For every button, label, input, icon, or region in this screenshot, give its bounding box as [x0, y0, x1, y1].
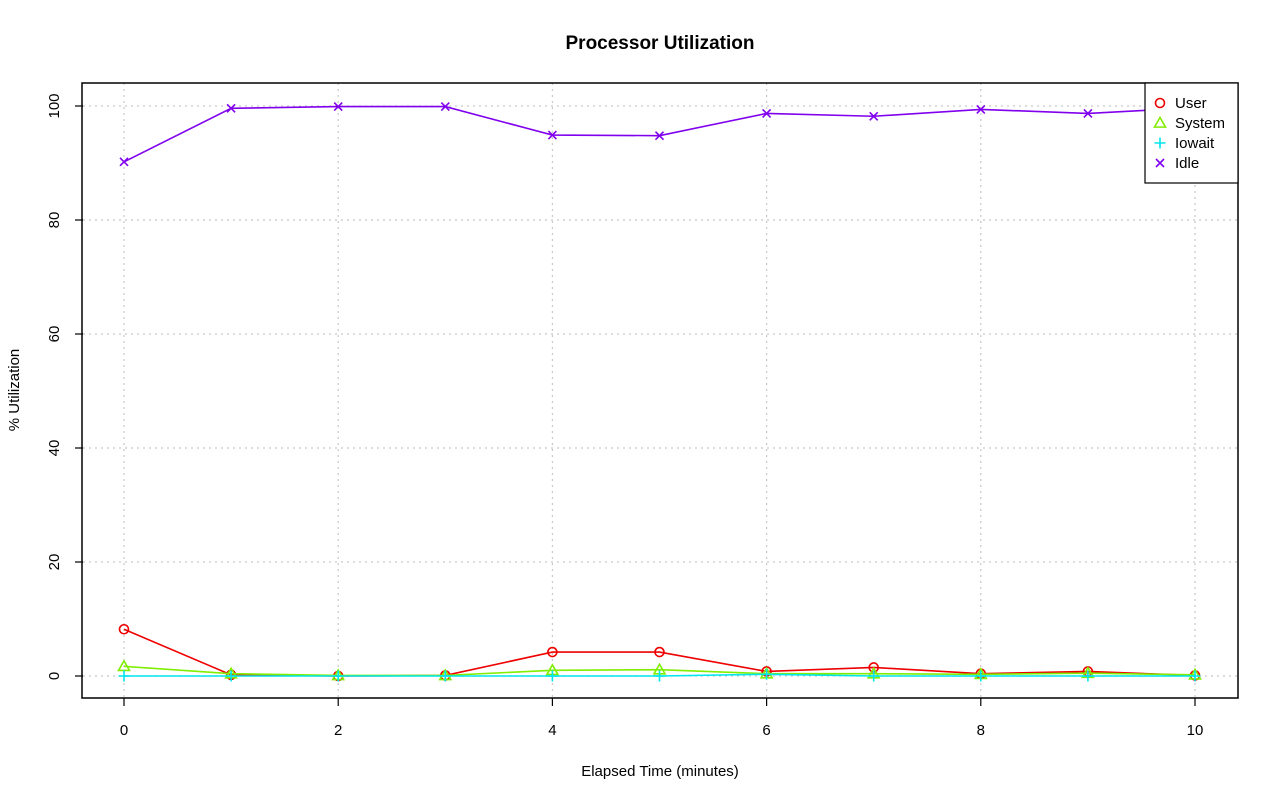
data-point-idle	[119, 157, 129, 167]
data-point-idle	[226, 103, 236, 113]
legend-box	[1144, 82, 1239, 184]
plot-frame	[81, 82, 1239, 699]
legend-marker-iowait	[1154, 137, 1166, 149]
data-point-user	[118, 623, 130, 635]
data-point-iowait	[975, 670, 987, 682]
data-point-iowait	[439, 670, 451, 682]
data-point-idle	[333, 102, 343, 112]
legend-label-idle: Idle	[1175, 155, 1199, 172]
data-point-iowait	[1189, 670, 1201, 682]
data-point-iowait	[1082, 670, 1094, 682]
x-axis-label: Elapsed Time (minutes)	[581, 763, 739, 780]
y-tick-label: 40	[46, 440, 63, 457]
x-tick-label: 10	[1187, 722, 1204, 739]
series-iowait	[118, 668, 1201, 682]
chart-title: Processor Utilization	[566, 33, 755, 54]
data-point-idle	[440, 102, 450, 112]
data-point-iowait	[761, 668, 773, 680]
data-point-iowait	[225, 670, 237, 682]
y-axis-label: % Utilization	[6, 349, 23, 432]
data-point-iowait	[868, 670, 880, 682]
x-tick-label: 6	[762, 722, 770, 739]
x-tick-label: 8	[977, 722, 985, 739]
y-tick-label: 60	[46, 326, 63, 343]
data-point-user	[654, 646, 665, 658]
data-point-user	[547, 646, 558, 658]
y-tick-label: 100	[46, 93, 63, 118]
series-layer	[117, 102, 1202, 682]
series-line-system	[123, 665, 1196, 677]
legend-label-system: System	[1175, 115, 1225, 132]
legend-item-idle: Idle	[1155, 155, 1199, 172]
y-tick-label: 0	[46, 672, 63, 680]
legend-label-iowait: Iowait	[1175, 135, 1215, 152]
data-point-idle	[547, 130, 557, 140]
legend-item-system: System	[1153, 115, 1225, 132]
legend-item-iowait: Iowait	[1154, 135, 1215, 152]
data-point-iowait	[332, 670, 344, 682]
legend-marker-idle	[1155, 158, 1165, 168]
y-tick-label: 80	[46, 212, 63, 229]
x-tick-label: 4	[548, 722, 556, 739]
legend-marker-system	[1153, 115, 1167, 128]
data-point-iowait	[654, 670, 665, 682]
legend: User System Iowait Idle	[1144, 82, 1239, 184]
data-point-iowait	[546, 670, 558, 682]
x-tick-label: 2	[334, 722, 342, 739]
data-point-iowait	[118, 670, 130, 682]
legend-marker-user	[1154, 97, 1166, 109]
legend-label-user: User	[1175, 95, 1207, 112]
data-point-idle	[654, 131, 665, 141]
data-point-idle	[1083, 108, 1093, 118]
y-tick-label: 20	[46, 554, 63, 571]
data-point-idle	[762, 108, 772, 118]
data-point-idle	[869, 111, 879, 121]
data-point-system	[117, 659, 131, 672]
legend-item-user: User	[1154, 95, 1207, 112]
data-point-idle	[976, 104, 986, 114]
grid	[83, 83, 1238, 698]
x-tick-label: 0	[120, 722, 128, 739]
